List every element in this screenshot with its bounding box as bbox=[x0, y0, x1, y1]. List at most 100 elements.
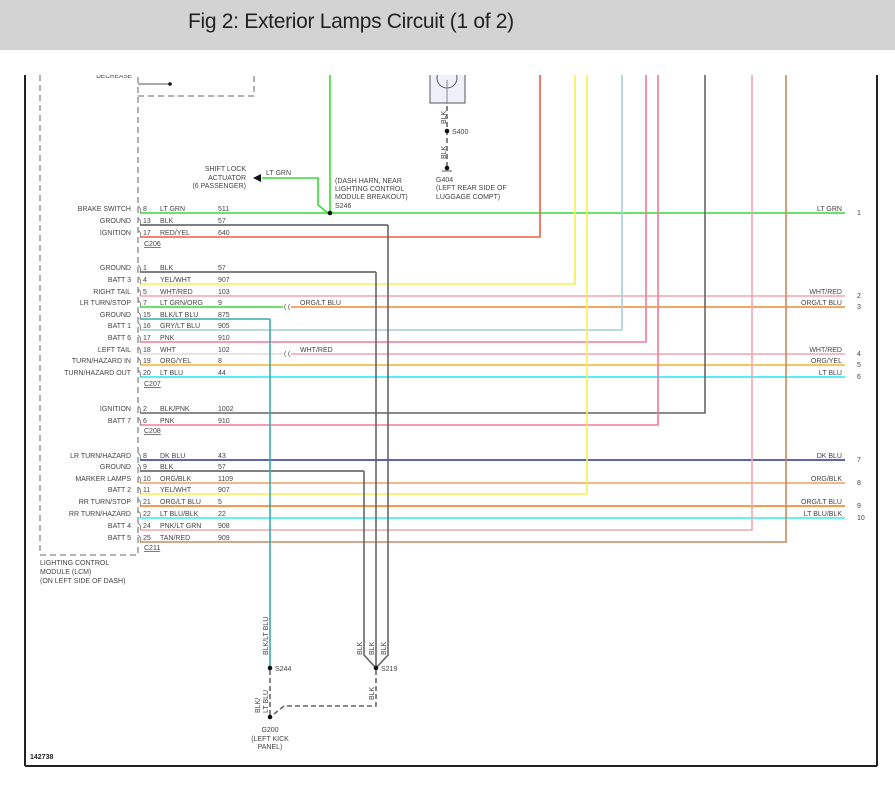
row-pin-number: 15 bbox=[143, 312, 151, 319]
row-function-label: IGNITION bbox=[100, 230, 131, 237]
connector-id: C211 bbox=[144, 545, 160, 552]
row-wire-color: PNK bbox=[160, 335, 175, 342]
s244-label: S244 bbox=[275, 666, 291, 673]
row-wire-color: BLK/PNK bbox=[160, 406, 190, 413]
terminal-number: 6 bbox=[857, 374, 861, 381]
row-pin-number: 21 bbox=[143, 499, 151, 506]
connector-pin-icon bbox=[137, 334, 142, 343]
connector-row: RR TURN/HAZARD 22 LT BLU/BLK 22 LT BLU/BLK 10 bbox=[69, 510, 865, 522]
row-circuit-number: 102 bbox=[218, 347, 230, 354]
connector-pin-icon bbox=[137, 205, 142, 214]
row-pin-number: 25 bbox=[143, 535, 151, 542]
lcm-switch-outline bbox=[138, 75, 255, 97]
wire bbox=[140, 75, 588, 495]
wire bbox=[140, 75, 541, 238]
row-circuit-number: 511 bbox=[218, 206, 229, 213]
lcm-internal-dot bbox=[168, 82, 172, 86]
lamp-ground-branch: S400 BLK BLK G404 (LEFT REAR SIDE OF LUG… bbox=[0, 50, 895, 201]
row-function-label: BATT 1 bbox=[108, 323, 131, 330]
terminal-number: 9 bbox=[857, 503, 861, 510]
connector-pin-icon bbox=[137, 288, 142, 297]
row-function-label: RIGHT TAIL bbox=[93, 289, 131, 296]
row-circuit-number: 44 bbox=[218, 370, 226, 377]
g404-note-1: (LEFT REAR SIDE OF bbox=[436, 185, 507, 192]
row-circuit-number: 57 bbox=[218, 464, 226, 471]
row-pin-number: 20 bbox=[143, 370, 151, 377]
lcm-outline bbox=[39, 75, 139, 556]
row-function-label: BATT 3 bbox=[108, 277, 131, 284]
wire bbox=[140, 75, 576, 285]
shift-lock-arrow-icon bbox=[253, 174, 261, 182]
row-wire-color: BLK bbox=[160, 265, 174, 272]
row-circuit-number: 875 bbox=[218, 312, 230, 319]
row-circuit-number: 909 bbox=[218, 535, 230, 542]
row-circuit-number: 22 bbox=[218, 511, 226, 518]
connector-row: GROUND 15 BLK/LT BLU 875 bbox=[100, 311, 230, 320]
connector-pin-icon bbox=[137, 463, 142, 472]
row-circuit-number: 103 bbox=[218, 289, 230, 296]
s246-label: S246 bbox=[335, 203, 351, 210]
row-pin-number: 19 bbox=[143, 358, 151, 365]
g404-ground-icon bbox=[444, 165, 450, 171]
row-circuit-number: 5 bbox=[218, 499, 222, 506]
row-wire-color: DK BLU bbox=[160, 453, 185, 460]
terminal-number: 8 bbox=[857, 480, 861, 487]
connector-id: C208 bbox=[144, 428, 161, 435]
s246-splice-dot bbox=[327, 210, 333, 216]
connector-row: TURN/HAZARD IN 19 ORG/YEL 8 ORG/YEL 5 bbox=[72, 357, 861, 369]
row-wire-color: BLK/LT BLU bbox=[160, 312, 198, 319]
wire bbox=[140, 75, 787, 543]
s219-label: S219 bbox=[381, 666, 397, 673]
lcm-label-1: LIGHTING CONTROL bbox=[40, 560, 109, 567]
wires bbox=[140, 75, 845, 543]
s400-wire-label-1: BLK bbox=[441, 110, 448, 124]
row-wire-color: RED/YEL bbox=[160, 230, 190, 237]
row-wire-color: LT GRN/ORG bbox=[160, 300, 203, 307]
row-function-label: LR TURN/STOP bbox=[80, 300, 131, 307]
lcm-label-3: (ON LEFT SIDE OF DASH) bbox=[40, 578, 125, 585]
row-function-label: BATT 7 bbox=[108, 418, 131, 425]
row-function-label: TURN/HAZARD OUT bbox=[64, 370, 132, 377]
terminal-wire-label: WHT/RED bbox=[809, 347, 842, 354]
inline-connector-icon bbox=[284, 350, 291, 358]
top-clip-2 bbox=[0, 50, 895, 75]
ground-branch: BLK BLK BLK S219 BLK BLK/LT BLU S244 BLK… bbox=[251, 225, 397, 751]
connector-row: LR TURN/STOP 7 LT GRN/ORG 9 ORG/LT BLU ORG/LT… bbox=[80, 299, 861, 311]
row-circuit-number: 8 bbox=[218, 358, 222, 365]
connector-id: C206 bbox=[144, 241, 161, 248]
connector-pin-icon bbox=[137, 417, 142, 426]
terminal-number: 5 bbox=[857, 362, 861, 369]
row-wire-color: YEL/WHT bbox=[160, 487, 192, 494]
shift-lock-label-3: (6 PASSENGER) bbox=[192, 183, 246, 190]
row-pin-number: 4 bbox=[143, 277, 147, 284]
row-pin-number: 5 bbox=[143, 289, 147, 296]
wire bbox=[140, 75, 647, 343]
connector-row: BATT 4 24 PNK/LT GRN 908 bbox=[108, 522, 230, 531]
terminal-wire-label: ORG/BLK bbox=[811, 476, 842, 483]
terminal-wire-label: LT GRN bbox=[817, 206, 842, 213]
row-pin-number: 18 bbox=[143, 347, 151, 354]
row-wire-color: BLK bbox=[160, 464, 174, 471]
row-function-label: GROUND bbox=[100, 218, 131, 225]
row-circuit-number: 57 bbox=[218, 265, 226, 272]
connector-pin-icon bbox=[137, 475, 142, 484]
row-function-label: GROUND bbox=[100, 312, 131, 319]
row-wire-color: ORG/BLK bbox=[160, 476, 191, 483]
connector-row: BATT 6 17 PNK 910 bbox=[108, 334, 230, 343]
ground-wire-c206 bbox=[375, 225, 389, 669]
connector-pin-icon bbox=[137, 276, 142, 285]
ground-wire-c211 bbox=[363, 471, 377, 669]
inline-splice-wire-label: ORG/LT BLU bbox=[300, 300, 341, 307]
connector-pin-icon bbox=[137, 510, 142, 519]
row-wire-color: ORG/LT BLU bbox=[160, 499, 201, 506]
row-pin-number: 17 bbox=[143, 335, 151, 342]
row-circuit-number: 1002 bbox=[218, 406, 234, 413]
connector-row: BATT 2 11 YEL/WHT 907 bbox=[108, 486, 230, 495]
connector-pin-icon bbox=[137, 322, 142, 331]
row-function-label: LEFT TAIL bbox=[98, 347, 131, 354]
s244-splice-dot bbox=[267, 665, 273, 671]
row-wire-color: GRY/LT BLU bbox=[160, 323, 200, 330]
row-pin-number: 9 bbox=[143, 464, 147, 471]
